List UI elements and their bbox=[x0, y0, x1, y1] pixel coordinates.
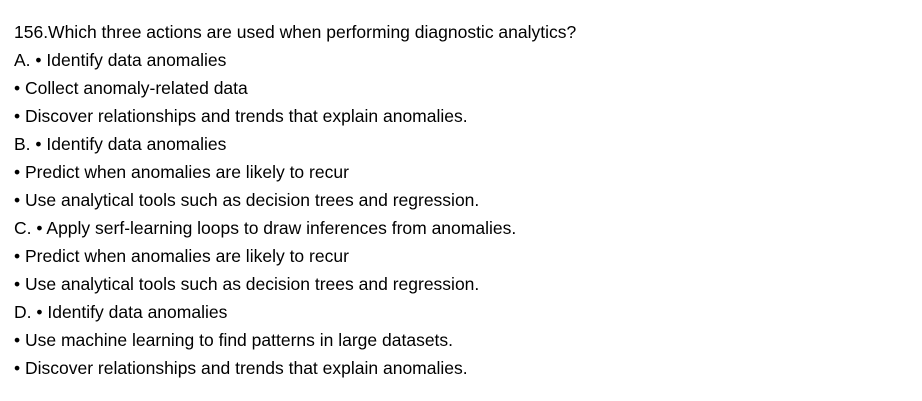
option-a-letter: A. bbox=[14, 50, 31, 70]
option-c-item-1-text: Apply serf-learning loops to draw infere… bbox=[46, 218, 517, 238]
option-c-item-1: C. • Apply serf-learning loops to draw i… bbox=[14, 218, 517, 238]
option-b-item-2: • Predict when anomalies are likely to r… bbox=[14, 162, 349, 182]
option-d-letter: D. bbox=[14, 302, 32, 322]
option-a-item-1-text: Identify data anomalies bbox=[46, 50, 227, 70]
option-d-item-2-text: Use machine learning to find patterns in… bbox=[25, 330, 454, 350]
option-a-item-1: A. • Identify data anomalies bbox=[14, 50, 227, 70]
option-a-item-3: • Discover relationships and trends that… bbox=[14, 106, 468, 126]
option-b-letter: B. bbox=[14, 134, 31, 154]
option-d-item-3: • Discover relationships and trends that… bbox=[14, 358, 468, 378]
option-a-item-2-text: Collect anomaly-related data bbox=[25, 78, 248, 98]
question-text: 156.Which three actions are used when pe… bbox=[14, 22, 577, 42]
option-b-item-1: B. • Identify data anomalies bbox=[14, 134, 227, 154]
option-d-item-1: D. • Identify data anomalies bbox=[14, 302, 228, 322]
option-d-item-1-text: Identify data anomalies bbox=[47, 302, 228, 322]
option-c-item-3: • Use analytical tools such as decision … bbox=[14, 274, 480, 294]
option-b-item-3-text: Use analytical tools such as decision tr… bbox=[25, 190, 480, 210]
option-c-item-2-text: Predict when anomalies are likely to rec… bbox=[25, 246, 349, 266]
option-c-letter: C. bbox=[14, 218, 32, 238]
option-a-item-3-text: Discover relationships and trends that e… bbox=[25, 106, 468, 126]
option-d-item-2: • Use machine learning to find patterns … bbox=[14, 330, 454, 350]
option-b-item-3: • Use analytical tools such as decision … bbox=[14, 190, 480, 210]
option-c-item-3-text: Use analytical tools such as decision tr… bbox=[25, 274, 480, 294]
option-d-item-3-text: Discover relationships and trends that e… bbox=[25, 358, 468, 378]
option-a-item-2: • Collect anomaly-related data bbox=[14, 78, 248, 98]
option-b-item-2-text: Predict when anomalies are likely to rec… bbox=[25, 162, 349, 182]
option-b-item-1-text: Identify data anomalies bbox=[46, 134, 227, 154]
option-c-item-2: • Predict when anomalies are likely to r… bbox=[14, 246, 349, 266]
